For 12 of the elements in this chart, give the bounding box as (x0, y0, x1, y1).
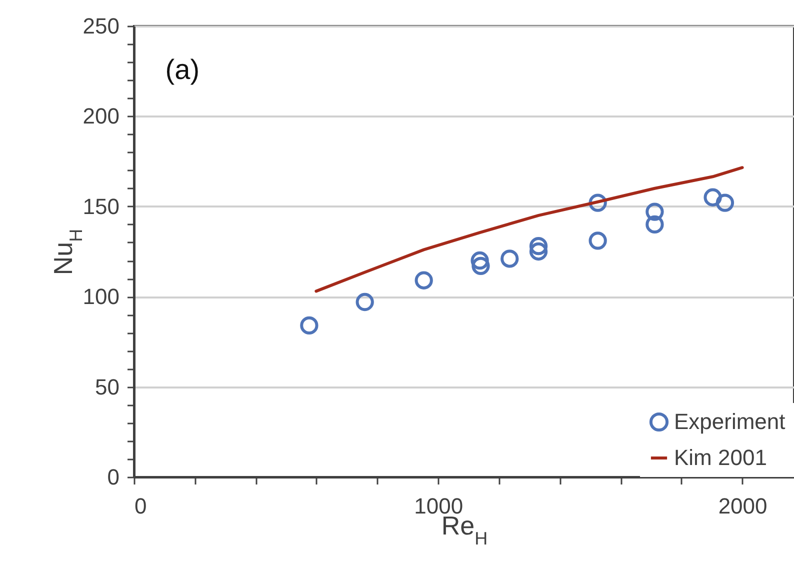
legend-label: Experiment (674, 409, 786, 434)
line-series (314, 166, 744, 293)
y-tick-label: 100 (82, 284, 120, 310)
x-tick-label: 0 (134, 494, 147, 518)
y-tick-label: 150 (82, 194, 120, 219)
y-tick-label: 0 (107, 464, 120, 490)
legend-label: Kim 2001 (674, 445, 767, 470)
annotation: (a) (165, 54, 200, 85)
y-tick-label: 50 (95, 374, 120, 400)
x-tick-label: 2000 (718, 494, 768, 518)
y-tick-label: 250 (82, 14, 120, 38)
y-tick-label: 200 (82, 104, 120, 129)
